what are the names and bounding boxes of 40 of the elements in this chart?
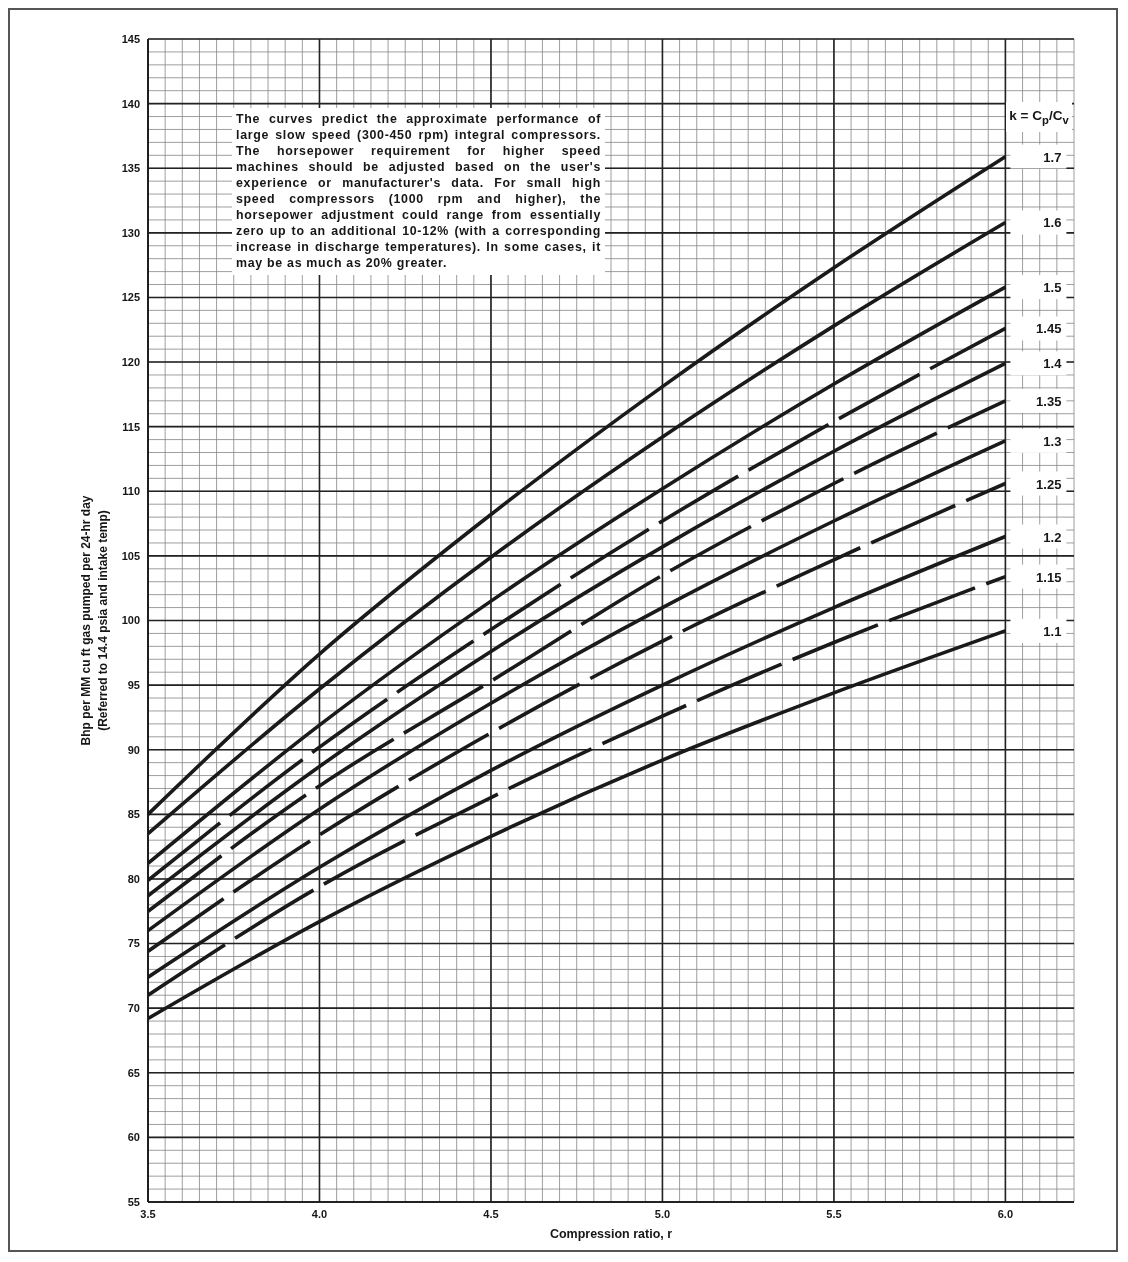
y-tick-label: 110 xyxy=(122,485,140,498)
y-tick-label: 100 xyxy=(121,614,140,627)
text: 1.6 xyxy=(1043,215,1062,231)
text: 1.1 xyxy=(1043,623,1062,639)
y-tick-label: 140 xyxy=(121,97,140,110)
y-tick-label: 120 xyxy=(121,355,140,368)
y-tick-label: 80 xyxy=(127,872,140,885)
y-tick-label: 145 xyxy=(121,32,140,45)
y-tick-label: 135 xyxy=(121,162,140,175)
text: The curves predict the approximate performance of large slow speed (300-450 rpm) integral compressors. The horsepower requirement for higher speed machines should be adjusted based on the user's experience or manufacturer's data. For small high speed compressors (1000 rpm and higher), the horsepower adjustment could range from essentially zero up to an additional 10-12% (with a corresponding increase in discharge temperatures). In some cases, it may be as much as 20% greater. xyxy=(236,112,601,270)
y-tick-label: 105 xyxy=(121,549,140,562)
text: 1.3 xyxy=(1043,433,1062,449)
x-tick-label: 4.5 xyxy=(483,1207,499,1220)
legend-title: k = C$_{p}$/C$_{v}$ xyxy=(1006,102,1072,132)
text: 1.45 xyxy=(1036,321,1062,337)
text: 1.35 xyxy=(1036,393,1062,409)
text: 1.15 xyxy=(1036,569,1062,585)
text: 1.4 xyxy=(1043,356,1063,372)
y-tick-label: 130 xyxy=(121,226,140,239)
y-tick-label: 85 xyxy=(127,808,140,821)
y-tick-label: 115 xyxy=(122,420,140,433)
text: 1.5 xyxy=(1043,280,1062,296)
x-tick-label: 6.0 xyxy=(997,1207,1014,1220)
y-axis-title: Bhp per MM cu ft gas pumped per 24-hr day (Referred to 14.4 psia and intake temp) xyxy=(78,495,110,746)
x-axis-title: Compression ratio, r xyxy=(549,1227,673,1241)
y-tick-label: 60 xyxy=(127,1131,140,1144)
text: 1.25 xyxy=(1036,476,1062,492)
y-tick-label: 55 xyxy=(127,1195,140,1208)
y-tick-label: 95 xyxy=(127,679,140,692)
y-tick-label: 70 xyxy=(127,1002,140,1015)
text: 1.2 xyxy=(1043,529,1062,545)
y-tick-label: 90 xyxy=(127,743,140,756)
x-tick-label: 5.5 xyxy=(826,1207,842,1220)
x-tick-label: 3.5 xyxy=(140,1207,156,1220)
x-tick-label: 4.0 xyxy=(311,1207,328,1220)
y-tick-label: 75 xyxy=(127,937,140,950)
text: 1.7 xyxy=(1043,149,1062,165)
y-tick-label: 65 xyxy=(127,1066,140,1079)
x-tick-label: 5.0 xyxy=(654,1207,671,1220)
y-tick-label: 125 xyxy=(121,291,140,304)
